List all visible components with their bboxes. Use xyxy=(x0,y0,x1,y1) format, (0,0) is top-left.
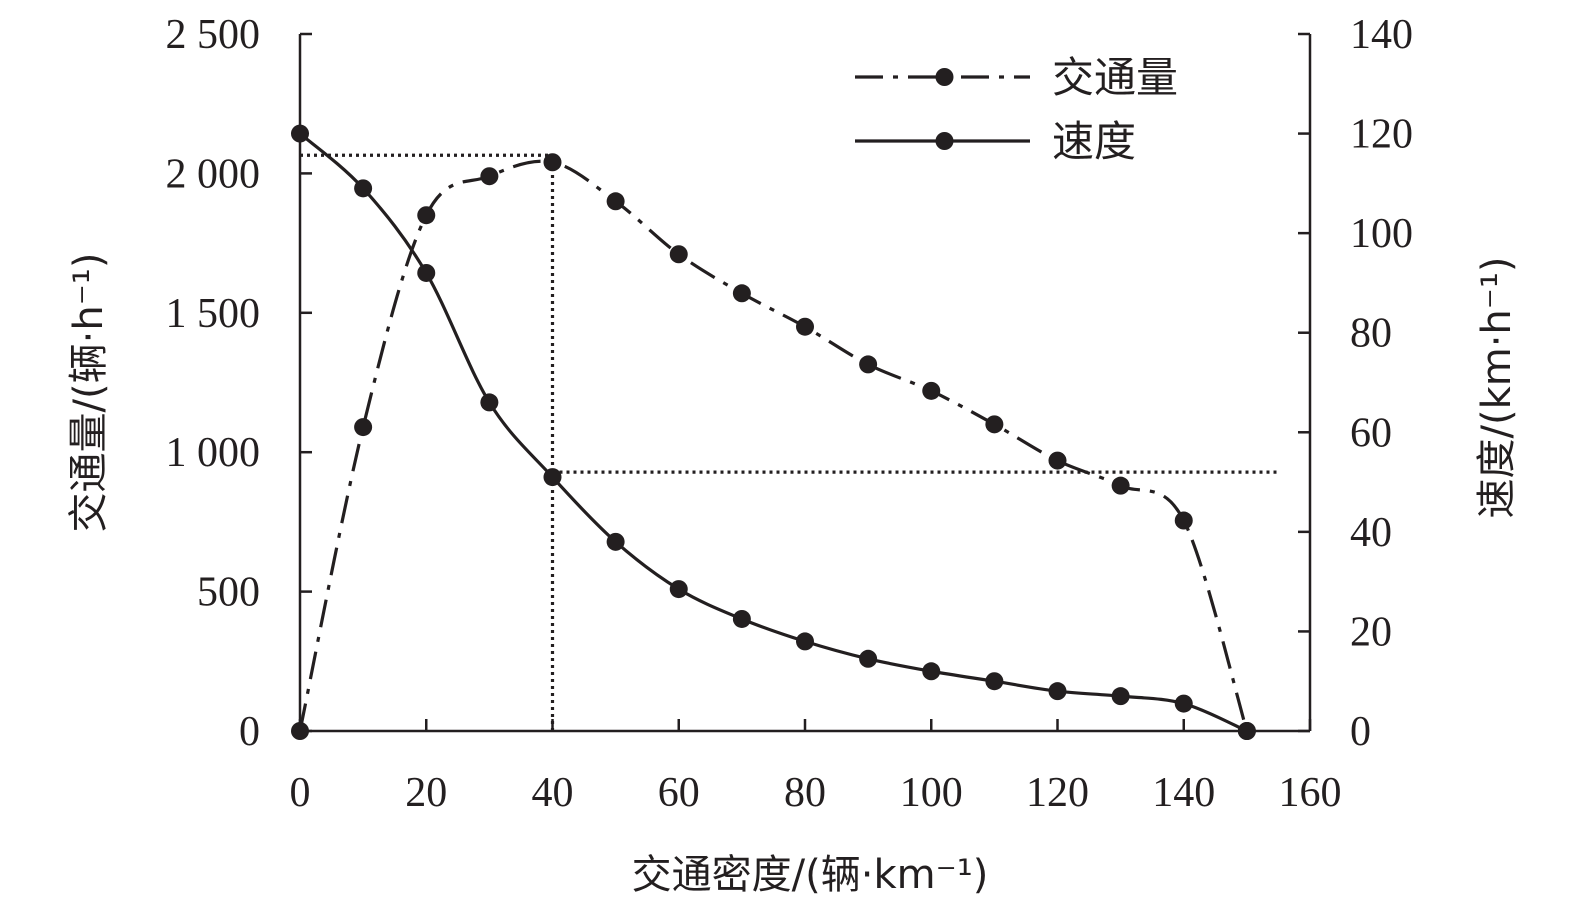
data-point xyxy=(417,263,436,282)
left-y-tick-label: 1 500 xyxy=(166,291,261,337)
data-point xyxy=(1174,694,1193,713)
data-point xyxy=(859,649,878,668)
data-point xyxy=(480,167,499,186)
data-point xyxy=(606,192,625,211)
series-group xyxy=(291,124,1256,740)
data-point xyxy=(1174,511,1193,530)
data-point xyxy=(354,418,373,437)
left-y-tick-label: 2 500 xyxy=(166,12,261,58)
x-tick-label: 120 xyxy=(1026,770,1089,816)
right-y-tick-label: 20 xyxy=(1350,609,1392,655)
data-point xyxy=(1048,451,1067,470)
data-point xyxy=(985,672,1004,691)
right-y-tick-label: 80 xyxy=(1350,311,1392,357)
left-y-axis-title: 交通量/(辆·h⁻¹) xyxy=(66,253,112,533)
x-tick-label: 100 xyxy=(900,770,963,816)
data-point xyxy=(480,393,499,412)
left-y-tick-label: 0 xyxy=(239,709,260,755)
data-point xyxy=(922,662,941,681)
x-tick-label: 160 xyxy=(1279,770,1342,816)
data-point xyxy=(922,381,941,400)
data-point xyxy=(543,153,562,172)
data-point xyxy=(985,415,1004,434)
x-tick-label: 20 xyxy=(405,770,447,816)
data-point xyxy=(543,468,562,487)
right-y-tick-label: 140 xyxy=(1350,12,1413,58)
data-point xyxy=(732,609,751,628)
data-point xyxy=(606,532,625,551)
data-point xyxy=(732,284,751,303)
data-point xyxy=(669,245,688,264)
x-tick-label: 140 xyxy=(1152,770,1215,816)
data-point xyxy=(1111,687,1130,706)
right-y-tick-label: 0 xyxy=(1350,709,1371,755)
series-line xyxy=(298,132,1248,733)
right-y-tick-label: 60 xyxy=(1350,410,1392,456)
data-point xyxy=(291,722,309,740)
data-point xyxy=(417,206,436,225)
reference-lines xyxy=(300,153,1279,731)
right-y-tick-label: 100 xyxy=(1350,211,1413,257)
data-point xyxy=(291,124,309,143)
legend-marker xyxy=(935,132,954,150)
legend-marker xyxy=(935,68,954,86)
legend-label: 速度 xyxy=(1052,117,1136,166)
right-y-axis-title: 速度/(km·h⁻¹) xyxy=(1474,256,1520,518)
left-y-tick-label: 2 000 xyxy=(166,151,261,197)
x-tick-label: 60 xyxy=(658,770,700,816)
left-y-tick-label: 1 000 xyxy=(166,430,261,476)
left-y-tick-label: 500 xyxy=(197,570,260,616)
x-tick-label: 40 xyxy=(532,770,574,816)
x-axis-title: 交通密度/(辆·km⁻¹) xyxy=(632,852,989,898)
legend-label: 交通量 xyxy=(1052,53,1178,102)
series-1 xyxy=(291,153,1256,740)
right-y-tick-label: 40 xyxy=(1350,510,1392,556)
x-tick-label: 0 xyxy=(290,770,311,816)
x-tick-label: 80 xyxy=(784,770,826,816)
data-point xyxy=(859,355,878,374)
series-2 xyxy=(291,124,1256,740)
data-point xyxy=(1111,476,1130,495)
right-y-tick-label: 120 xyxy=(1350,112,1413,158)
data-point xyxy=(1237,722,1256,740)
series-line xyxy=(298,159,1249,732)
data-point xyxy=(796,317,814,336)
data-point xyxy=(1048,682,1067,701)
data-point xyxy=(669,580,688,599)
data-point xyxy=(354,179,373,198)
data-point xyxy=(796,632,814,651)
